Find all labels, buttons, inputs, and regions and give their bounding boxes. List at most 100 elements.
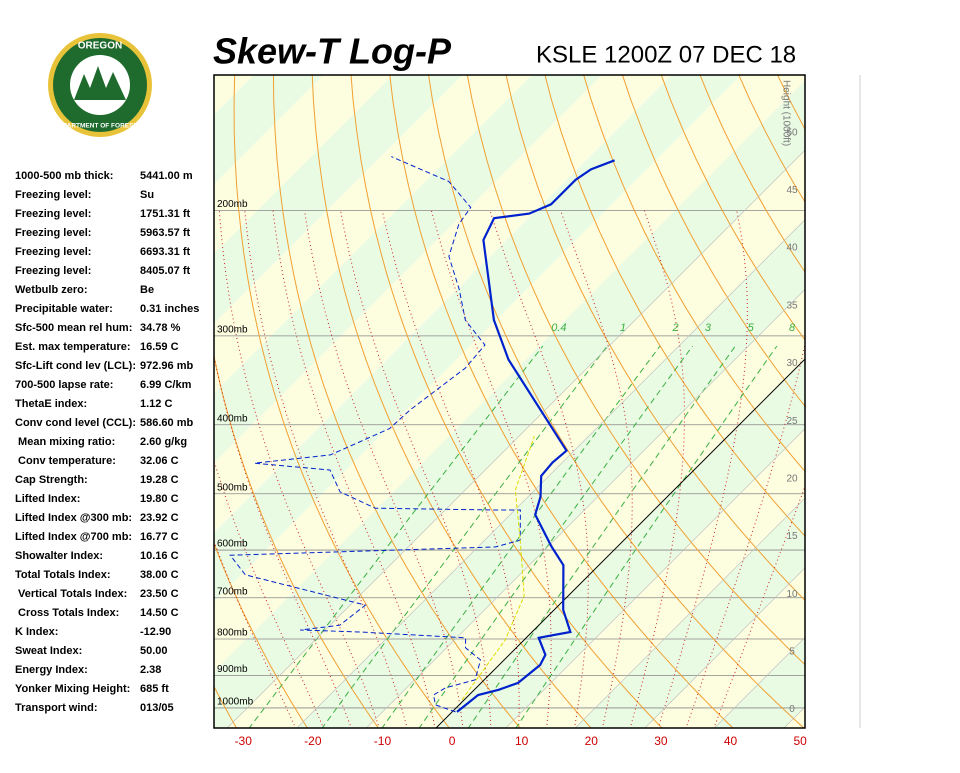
index-value: 16.77 C <box>140 531 179 543</box>
index-label: Vertical Totals Index: <box>15 588 127 600</box>
index-label: Freezing level: <box>15 227 91 239</box>
height-tick-label: 25 <box>786 416 798 427</box>
dry-adiabat <box>850 65 960 729</box>
height-tick-label: 50 <box>786 127 798 138</box>
x-tick-label: 40 <box>724 734 738 748</box>
index-value: Su <box>140 189 154 201</box>
pressure-label: 200mb <box>217 199 248 210</box>
index-label: Freezing level: <box>15 265 91 277</box>
height-tick-label: 20 <box>786 473 798 484</box>
index-label: Freezing level: <box>15 246 91 258</box>
pressure-label: 300mb <box>217 324 248 335</box>
index-label: Conv temperature: <box>15 455 116 467</box>
index-label: Conv cond level (CCL): <box>15 417 136 429</box>
height-tick-label: 35 <box>786 300 798 311</box>
index-value: 685 ft <box>140 683 169 695</box>
isotherm <box>784 75 960 728</box>
index-value: 16.59 C <box>140 341 179 353</box>
index-label: Sfc-Lift cond lev (LCL): <box>15 360 136 372</box>
index-label: 1000-500 mb thick: <box>15 170 113 182</box>
index-label: Sweat Index: <box>15 645 82 657</box>
station: KSLE 1200Z 07 DEC 18 <box>536 41 796 68</box>
pressure-label: 800mb <box>217 628 248 639</box>
pressure-label: 500mb <box>217 482 248 493</box>
index-label: Lifted Index: <box>15 493 80 505</box>
index-value: 0.31 inches <box>140 303 199 315</box>
index-value: 38.00 C <box>140 569 179 581</box>
index-value: 2.38 <box>140 664 161 676</box>
height-tick-label: 30 <box>786 358 798 369</box>
index-value: 5963.57 ft <box>140 227 190 239</box>
index-label: Freezing level: <box>15 208 91 220</box>
index-value: 8405.07 ft <box>140 265 190 277</box>
index-value: 1.12 C <box>140 398 172 410</box>
height-tick-label: 10 <box>786 589 798 600</box>
height-tick-label: 40 <box>786 243 798 254</box>
index-label: Lifted Index @300 mb: <box>15 512 132 524</box>
dry-adiabat <box>927 65 960 729</box>
dry-adiabat <box>888 65 960 729</box>
x-tick-label: -20 <box>304 734 322 748</box>
index-value: 1751.31 ft <box>140 208 190 220</box>
x-tick-label: 30 <box>654 734 668 748</box>
mixing-ratio-label: 0.4 <box>551 322 566 334</box>
index-label: Precipitable water: <box>15 303 113 315</box>
height-tick-label: 15 <box>786 531 798 542</box>
index-value: 23.50 C <box>140 588 179 600</box>
index-value: 972.96 mb <box>140 360 193 372</box>
index-value: 10.16 C <box>140 550 179 562</box>
index-label: K Index: <box>15 626 58 638</box>
index-value: 32.06 C <box>140 455 179 467</box>
index-value: 34.78 % <box>140 322 181 334</box>
pressure-label: 600mb <box>217 539 248 550</box>
x-tick-label: 10 <box>515 734 529 748</box>
index-label: Showalter Index: <box>15 550 103 562</box>
index-value: 2.60 g/kg <box>140 436 187 448</box>
index-label: Freezing level: <box>15 189 91 201</box>
index-value: 013/05 <box>140 702 174 714</box>
index-label: Lifted Index @700 mb: <box>15 531 132 543</box>
index-value: 6.99 C/km <box>140 379 192 391</box>
pressure-label: 700mb <box>217 586 248 597</box>
mixing-ratio-label: 8 <box>789 322 796 334</box>
index-label: Yonker Mixing Height: <box>15 683 130 695</box>
dry-adiabat <box>811 65 960 729</box>
x-tick-label: -30 <box>235 734 253 748</box>
x-tick-label: 0 <box>449 734 456 748</box>
index-label: Energy Index: <box>15 664 88 676</box>
logo: OREGON DEPARTMENT OF FORESTRY <box>48 33 152 137</box>
title: Skew-T Log-P <box>213 31 452 72</box>
isotherm-band <box>784 75 960 728</box>
pressure-label: 400mb <box>217 413 248 424</box>
index-value: 14.50 C <box>140 607 179 619</box>
height-tick-label: 45 <box>786 185 798 196</box>
index-label: Wetbulb zero: <box>15 284 88 296</box>
height-tick-label: 5 <box>789 646 795 657</box>
index-value: 5441.00 m <box>140 170 193 182</box>
index-value: 50.00 <box>140 645 168 657</box>
index-label: Est. max temperature: <box>15 341 131 353</box>
index-label: 700-500 lapse rate: <box>15 379 113 391</box>
index-label: Cross Totals Index: <box>15 607 119 619</box>
x-tick-label: 20 <box>585 734 599 748</box>
index-value: 19.80 C <box>140 493 179 505</box>
pressure-label: 900mb <box>217 664 248 675</box>
pressure-label: 1000mb <box>217 697 254 708</box>
index-value: -12.90 <box>140 626 171 638</box>
x-tick-label: 50 <box>793 734 807 748</box>
index-value: 19.28 C <box>140 474 179 486</box>
x-tick-label: -10 <box>374 734 392 748</box>
index-label: Transport wind: <box>15 702 98 714</box>
index-value: 586.60 mb <box>140 417 193 429</box>
index-value: 6693.31 ft <box>140 246 190 258</box>
index-label: Sfc-500 mean rel hum: <box>15 322 132 334</box>
logo-top-text: OREGON <box>78 41 122 52</box>
index-value: 23.92 C <box>140 512 179 524</box>
mixing-ratio-label: 3 <box>705 322 712 334</box>
index-label: ThetaE index: <box>15 398 87 410</box>
index-label: Cap Strength: <box>15 474 88 486</box>
indices-list: 1000-500 mb thick: 5441.00 m Freezing leve… <box>15 170 199 714</box>
index-value: Be <box>140 284 154 296</box>
mixing-ratio-label: 5 <box>748 322 755 334</box>
